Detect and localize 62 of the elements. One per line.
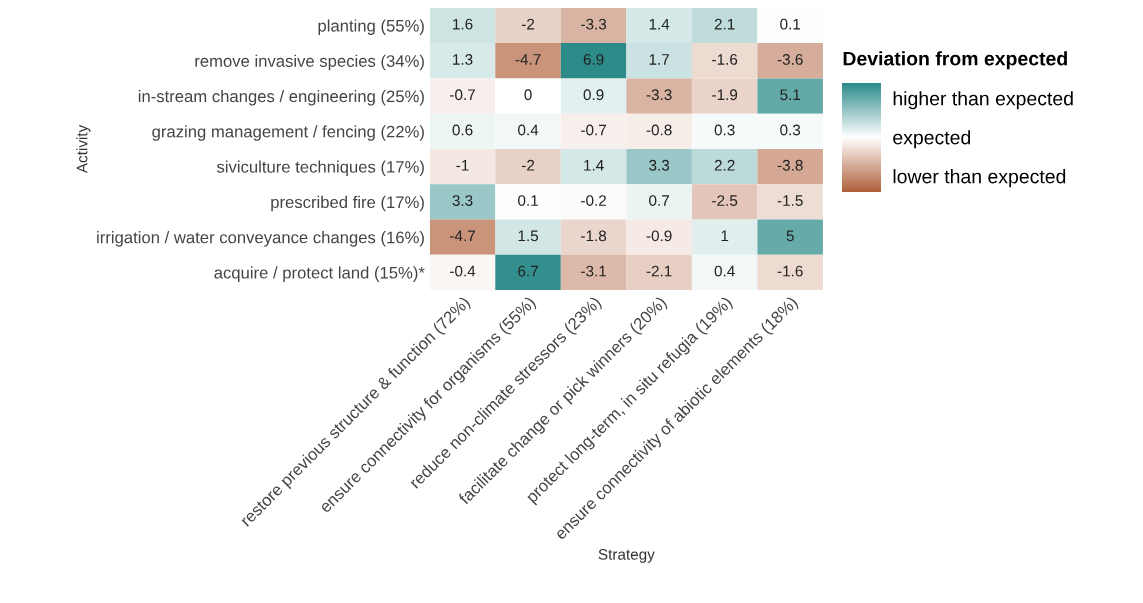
data-label: -3.1 bbox=[581, 265, 607, 277]
data-label: -4.7 bbox=[515, 54, 541, 65]
data-label: -3.3 bbox=[646, 89, 672, 101]
data-label: -2 bbox=[521, 159, 535, 171]
y-axis-title: Activity bbox=[76, 124, 91, 174]
y-tick-label: planting (55%) bbox=[318, 19, 424, 35]
data-label: 0.6 bbox=[452, 124, 473, 136]
data-label: 3.3 bbox=[649, 159, 670, 171]
data-label: 0.9 bbox=[583, 89, 604, 101]
data-label: -3.6 bbox=[777, 54, 803, 65]
data-label: 1.6 bbox=[453, 18, 473, 30]
data-label: 1.4 bbox=[584, 160, 604, 171]
data-label: -2 bbox=[521, 18, 535, 30]
data-label: 1.7 bbox=[649, 54, 669, 65]
color-bar-label: expected bbox=[893, 130, 971, 149]
data-label: 1 bbox=[721, 230, 729, 242]
data-label: -3.8 bbox=[777, 159, 803, 171]
y-tick-label: acquire / protect land (15%)* bbox=[214, 266, 425, 282]
data-label: -1.6 bbox=[712, 54, 738, 65]
x-axis-title: Strategy bbox=[598, 548, 655, 563]
data-label: 0.3 bbox=[714, 124, 735, 136]
data-label: 0.4 bbox=[714, 265, 735, 277]
data-label: -1.5 bbox=[777, 195, 803, 206]
data-label: 2.1 bbox=[714, 18, 735, 30]
data-label: -1.9 bbox=[712, 89, 738, 101]
data-label: -0.7 bbox=[581, 124, 606, 136]
data-label: 6.7 bbox=[518, 265, 538, 277]
y-tick-label: prescribed fire (17%) bbox=[271, 195, 424, 212]
data-label: -2.5 bbox=[712, 195, 738, 206]
y-tick-label: in-stream changes / engineering (25%) bbox=[138, 89, 424, 106]
data-label: 2.2 bbox=[714, 159, 735, 171]
data-label: 1.5 bbox=[518, 230, 539, 242]
data-label: -1.8 bbox=[581, 230, 607, 242]
data-label: -2.1 bbox=[646, 265, 672, 277]
y-tick-label: irrigation / water conveyance changes (16%) bbox=[97, 231, 424, 247]
data-label: -1 bbox=[456, 160, 469, 171]
y-tick-label: siviculture techniques (17%) bbox=[216, 160, 424, 177]
data-label: 1.4 bbox=[649, 18, 670, 30]
y-tick-label: grazing management / fencing (22%) bbox=[152, 125, 424, 141]
data-label: 1.3 bbox=[453, 54, 473, 65]
color-bar-label: higher than expected bbox=[893, 91, 1073, 110]
color-bar-title: Deviation from expected bbox=[843, 51, 1067, 70]
data-label: 0 bbox=[524, 89, 532, 101]
data-label: -1.6 bbox=[777, 265, 803, 277]
data-label: -0.8 bbox=[646, 124, 672, 136]
data-label: 5 bbox=[786, 230, 794, 242]
data-label: 3.3 bbox=[452, 195, 473, 206]
data-label: 0.7 bbox=[649, 195, 669, 206]
data-label: 0.1 bbox=[780, 18, 801, 30]
y-tick-label: remove invasive species (34%) bbox=[195, 54, 424, 71]
data-label: -4.7 bbox=[450, 230, 475, 242]
data-label: 0.4 bbox=[518, 124, 539, 136]
data-label: -0.7 bbox=[450, 89, 475, 101]
data-label: 0.1 bbox=[518, 195, 538, 206]
color-bar-label: lower than expected bbox=[893, 169, 1066, 188]
data-label: 0.3 bbox=[780, 124, 801, 136]
data-label: -3.3 bbox=[581, 18, 607, 30]
data-label: -0.4 bbox=[450, 265, 476, 277]
data-label: -0.2 bbox=[581, 195, 606, 206]
data-label: 6.9 bbox=[583, 54, 604, 65]
data-label: 5.1 bbox=[780, 89, 801, 101]
data-label: -0.9 bbox=[646, 230, 672, 242]
